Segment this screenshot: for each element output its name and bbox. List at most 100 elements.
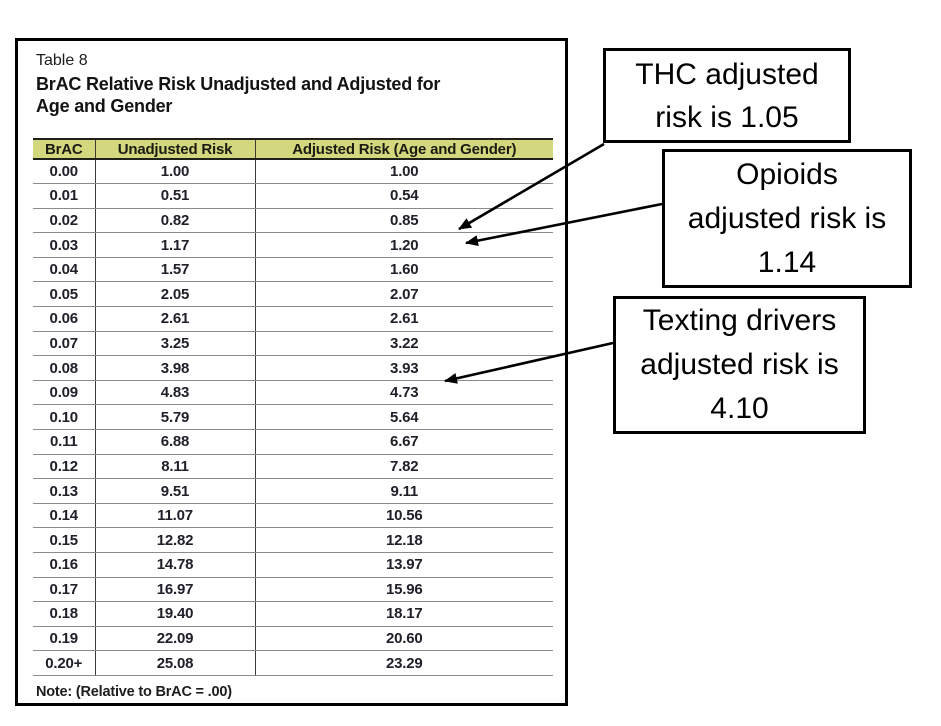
unadjusted-risk-cell: 9.51 bbox=[95, 478, 256, 504]
adjusted-risk-cell: 2.61 bbox=[255, 306, 553, 332]
table-row: 0.06 2.61 2.61 bbox=[33, 306, 553, 332]
brac-cell: 0.11 bbox=[33, 429, 96, 455]
brac-cell: 0.03 bbox=[33, 232, 96, 258]
table-row: 0.16 14.78 13.97 bbox=[33, 552, 553, 578]
brac-cell: 0.15 bbox=[33, 527, 96, 553]
table-row: 0.12 8.11 7.82 bbox=[33, 454, 553, 480]
brac-cell: 0.13 bbox=[33, 478, 96, 504]
brac-cell: 0.19 bbox=[33, 626, 96, 652]
table-row: 0.15 12.82 12.18 bbox=[33, 527, 553, 553]
unadjusted-risk-cell: 1.17 bbox=[95, 232, 256, 258]
table-caption: Table 8 bbox=[36, 52, 88, 69]
unadjusted-risk-cell: 16.97 bbox=[95, 577, 256, 603]
table-header-row: BrAC Unadjusted Risk Adjusted Risk (Age … bbox=[33, 138, 553, 160]
brac-cell: 0.17 bbox=[33, 577, 96, 603]
adjusted-risk-cell: 23.29 bbox=[255, 650, 553, 676]
table-title-line2: Age and Gender bbox=[36, 96, 173, 116]
callout-opioids-line2: adjusted risk is bbox=[687, 201, 887, 235]
callout-opioids: Opioids adjusted risk is 1.14 bbox=[662, 149, 912, 288]
table-row: 0.14 11.07 10.56 bbox=[33, 503, 553, 529]
adjusted-risk-cell: 1.00 bbox=[255, 159, 553, 185]
table-row: 0.02 0.82 0.85 bbox=[33, 208, 553, 234]
unadjusted-risk-cell: 11.07 bbox=[95, 503, 256, 529]
brac-risk-table: BrAC Unadjusted Risk Adjusted Risk (Age … bbox=[33, 138, 553, 676]
adjusted-risk-cell: 7.82 bbox=[255, 454, 553, 480]
adjusted-risk-cell: 9.11 bbox=[255, 478, 553, 504]
unadjusted-risk-cell: 2.05 bbox=[95, 281, 256, 308]
table-row: 0.01 0.51 0.54 bbox=[33, 183, 553, 209]
adjusted-risk-cell: 2.07 bbox=[255, 281, 553, 308]
unadjusted-risk-cell: 8.11 bbox=[95, 454, 256, 480]
adjusted-risk-cell: 4.73 bbox=[255, 380, 553, 406]
unadjusted-risk-cell: 22.09 bbox=[95, 626, 256, 652]
table-note: Note: (Relative to BrAC = .00) bbox=[36, 684, 232, 700]
unadjusted-risk-cell: 5.79 bbox=[95, 404, 256, 431]
table-row: 0.07 3.25 3.22 bbox=[33, 331, 553, 357]
adjusted-risk-cell: 15.96 bbox=[255, 577, 553, 603]
unadjusted-risk-cell: 4.83 bbox=[95, 380, 256, 406]
callout-opioids-line1: Opioids bbox=[736, 157, 838, 191]
adjusted-risk-cell: 0.54 bbox=[255, 183, 553, 209]
brac-cell: 0.09 bbox=[33, 380, 96, 406]
header-brac: BrAC bbox=[33, 138, 96, 160]
table-row: 0.08 3.98 3.93 bbox=[33, 355, 553, 381]
table-row: 0.05 2.05 2.07 bbox=[33, 281, 553, 308]
table-row: 0.18 19.40 18.17 bbox=[33, 601, 553, 627]
unadjusted-risk-cell: 3.25 bbox=[95, 331, 256, 357]
table-row: 0.17 16.97 15.96 bbox=[33, 577, 553, 603]
table-row: 0.04 1.57 1.60 bbox=[33, 257, 553, 283]
adjusted-risk-cell: 0.85 bbox=[255, 208, 553, 234]
adjusted-risk-cell: 6.67 bbox=[255, 429, 553, 455]
unadjusted-risk-cell: 6.88 bbox=[95, 429, 256, 455]
brac-cell: 0.18 bbox=[33, 601, 96, 627]
callout-thc-line2: risk is 1.05 bbox=[655, 100, 799, 134]
adjusted-risk-cell: 5.64 bbox=[255, 404, 553, 431]
callout-texting: Texting drivers adjusted risk is 4.10 bbox=[613, 296, 866, 434]
unadjusted-risk-cell: 1.00 bbox=[95, 159, 256, 185]
adjusted-risk-cell: 13.97 bbox=[255, 552, 553, 578]
brac-cell: 0.08 bbox=[33, 355, 96, 381]
table-row: 0.19 22.09 20.60 bbox=[33, 626, 553, 652]
brac-cell: 0.20+ bbox=[33, 650, 96, 676]
table-row: 0.10 5.79 5.64 bbox=[33, 404, 553, 431]
adjusted-risk-cell: 12.18 bbox=[255, 527, 553, 553]
brac-cell: 0.07 bbox=[33, 331, 96, 357]
header-adjusted-risk: Adjusted Risk (Age and Gender) bbox=[255, 138, 553, 160]
unadjusted-risk-cell: 1.57 bbox=[95, 257, 256, 283]
table-row: 0.11 6.88 6.67 bbox=[33, 429, 553, 455]
callout-texting-line3: 4.10 bbox=[710, 392, 769, 425]
adjusted-risk-cell: 1.20 bbox=[255, 232, 553, 258]
table-body: 0.00 1.00 1.00 0.01 0.51 0.54 0.02 0.82 0.85 0.03… bbox=[33, 159, 553, 676]
brac-cell: 0.10 bbox=[33, 404, 96, 431]
table-row: 0.03 1.17 1.20 bbox=[33, 232, 553, 258]
brac-cell: 0.05 bbox=[33, 281, 96, 308]
table-row: 0.09 4.83 4.73 bbox=[33, 380, 553, 406]
adjusted-risk-cell: 20.60 bbox=[255, 626, 553, 652]
adjusted-risk-cell: 3.93 bbox=[255, 355, 553, 381]
table-row: 0.00 1.00 1.00 bbox=[33, 159, 553, 185]
unadjusted-risk-cell: 12.82 bbox=[95, 527, 256, 553]
unadjusted-risk-cell: 14.78 bbox=[95, 552, 256, 578]
callout-texting-line2: adjusted risk is bbox=[640, 348, 839, 381]
brac-cell: 0.14 bbox=[33, 503, 96, 529]
callout-thc: THC adjusted risk is 1.05 bbox=[603, 48, 851, 143]
table-title-line1: BrAC Relative Risk Unadjusted and Adjust… bbox=[36, 74, 441, 94]
header-unadjusted-risk: Unadjusted Risk bbox=[95, 138, 256, 160]
callout-thc-line1: THC adjusted bbox=[635, 57, 819, 91]
brac-cell: 0.04 bbox=[33, 257, 96, 283]
brac-cell: 0.02 bbox=[33, 208, 96, 234]
brac-cell: 0.00 bbox=[33, 159, 96, 185]
unadjusted-risk-cell: 0.82 bbox=[95, 208, 256, 234]
unadjusted-risk-cell: 25.08 bbox=[95, 650, 256, 676]
brac-cell: 0.12 bbox=[33, 454, 96, 480]
unadjusted-risk-cell: 19.40 bbox=[95, 601, 256, 627]
unadjusted-risk-cell: 3.98 bbox=[95, 355, 256, 381]
table-row: 0.20+ 25.08 23.29 bbox=[33, 650, 553, 676]
adjusted-risk-cell: 1.60 bbox=[255, 257, 553, 283]
brac-cell: 0.01 bbox=[33, 183, 96, 209]
brac-cell: 0.06 bbox=[33, 306, 96, 332]
adjusted-risk-cell: 18.17 bbox=[255, 601, 553, 627]
brac-cell: 0.16 bbox=[33, 552, 96, 578]
table-title: BrAC Relative Risk Unadjusted and Adjust… bbox=[36, 73, 541, 117]
